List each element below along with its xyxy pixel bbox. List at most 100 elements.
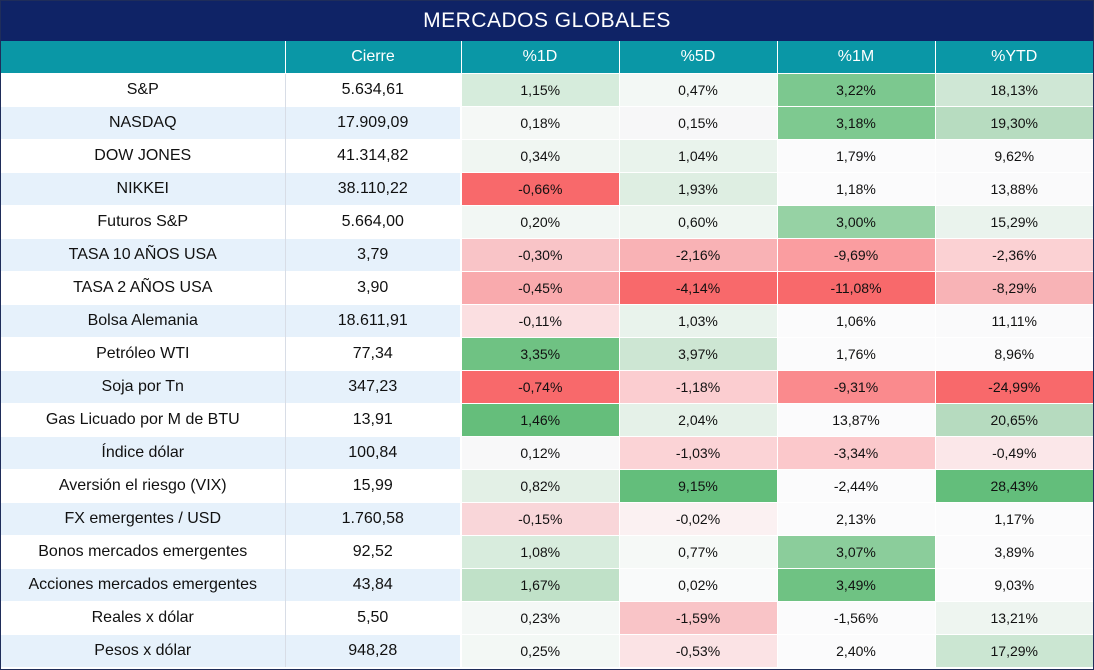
pct-ytd: 3,89% <box>934 535 1093 569</box>
instrument-name: Reales x dólar <box>1 601 286 635</box>
pct-ytd: 18,13% <box>934 73 1093 107</box>
instrument-name: Bolsa Alemania <box>1 304 286 338</box>
pct-ytd: 13,21% <box>934 601 1093 635</box>
close-value: 92,52 <box>284 535 462 569</box>
instrument-name: Soja por Tn <box>1 370 286 404</box>
header-ytd: %YTD <box>934 41 1093 74</box>
instrument-name: Índice dólar <box>1 436 286 470</box>
table-row: Pesos x dólar 948,28 0,25% -0,53% 2,40% 17,29… <box>1 634 1093 667</box>
table-row: Gas Licuado por M de BTU 13,91 1,46% 2,04% 1… <box>1 403 1093 437</box>
header-5d: %5D <box>618 41 777 74</box>
pct-ytd: -2,36% <box>934 238 1093 272</box>
close-value: 3,90 <box>284 271 462 305</box>
pct-1d: 1,08% <box>460 535 619 569</box>
pct-1d: -0,66% <box>460 172 619 206</box>
close-value: 100,84 <box>284 436 462 470</box>
pct-5d: -0,53% <box>618 634 777 667</box>
pct-5d: -2,16% <box>618 238 777 272</box>
header-instrument <box>1 41 285 74</box>
pct-1m: 3,49% <box>776 568 935 602</box>
pct-1d: 1,46% <box>460 403 619 437</box>
pct-5d: 2,04% <box>618 403 777 437</box>
close-value: 18.611,91 <box>284 304 462 338</box>
instrument-name: Bonos mercados emergentes <box>1 535 286 569</box>
header-cierre: Cierre <box>284 41 461 74</box>
pct-1d: -0,11% <box>460 304 619 338</box>
pct-ytd: 17,29% <box>934 634 1093 667</box>
pct-1m: 1,18% <box>776 172 935 206</box>
pct-5d: -1,03% <box>618 436 777 470</box>
pct-ytd: -0,49% <box>934 436 1093 470</box>
table-row: S&P 5.634,61 1,15% 0,47% 3,22% 18,13% <box>1 73 1093 107</box>
pct-ytd: 9,62% <box>934 139 1093 173</box>
pct-1m: 13,87% <box>776 403 935 437</box>
table-row: Aversión el riesgo (VIX) 15,99 0,82% 9,15% -… <box>1 469 1093 503</box>
pct-1m: 1,06% <box>776 304 935 338</box>
instrument-name: NIKKEI <box>1 172 286 206</box>
pct-1d: 0,82% <box>460 469 619 503</box>
close-value: 41.314,82 <box>284 139 462 173</box>
pct-1d: -0,74% <box>460 370 619 404</box>
instrument-name: Aversión el riesgo (VIX) <box>1 469 286 503</box>
table-row: Bonos mercados emergentes 92,52 1,08% 0,77%… <box>1 535 1093 569</box>
table-header: Cierre %1D %5D %1M %YTD <box>1 41 1093 74</box>
pct-ytd: 15,29% <box>934 205 1093 239</box>
table-body: S&P 5.634,61 1,15% 0,47% 3,22% 18,13% NASDAQ 17… <box>1 73 1093 667</box>
pct-ytd: 19,30% <box>934 106 1093 140</box>
pct-1m: 3,18% <box>776 106 935 140</box>
pct-1m: -3,34% <box>776 436 935 470</box>
close-value: 5.634,61 <box>284 73 462 107</box>
table-title: MERCADOS GLOBALES <box>1 1 1093 41</box>
pct-1d: 0,23% <box>460 601 619 635</box>
instrument-name: Gas Licuado por M de BTU <box>1 403 286 437</box>
close-value: 43,84 <box>284 568 462 602</box>
pct-5d: 1,04% <box>618 139 777 173</box>
instrument-name: NASDAQ <box>1 106 286 140</box>
pct-5d: -1,18% <box>618 370 777 404</box>
pct-1d: -0,30% <box>460 238 619 272</box>
pct-1m: -9,69% <box>776 238 935 272</box>
pct-5d: 0,60% <box>618 205 777 239</box>
table-row: TASA 2 AÑOS USA 3,90 -0,45% -4,14% -11,08% -8… <box>1 271 1093 305</box>
close-value: 77,34 <box>284 337 462 371</box>
pct-1d: 0,25% <box>460 634 619 667</box>
table-row: Bolsa Alemania 18.611,91 -0,11% 1,03% 1,06% 1… <box>1 304 1093 338</box>
pct-ytd: 28,43% <box>934 469 1093 503</box>
pct-ytd: -8,29% <box>934 271 1093 305</box>
pct-ytd: 13,88% <box>934 172 1093 206</box>
close-value: 38.110,22 <box>284 172 462 206</box>
table-row: Reales x dólar 5,50 0,23% -1,59% -1,56% 13,21… <box>1 601 1093 635</box>
pct-5d: -4,14% <box>618 271 777 305</box>
instrument-name: FX emergentes / USD <box>1 502 286 536</box>
close-value: 13,91 <box>284 403 462 437</box>
table-row: Futuros S&P 5.664,00 0,20% 0,60% 3,00% 15,29% <box>1 205 1093 239</box>
header-1d: %1D <box>460 41 619 74</box>
table-row: NASDAQ 17.909,09 0,18% 0,15% 3,18% 19,30% <box>1 106 1093 140</box>
pct-1d: 3,35% <box>460 337 619 371</box>
pct-5d: -1,59% <box>618 601 777 635</box>
table-row: NIKKEI 38.110,22 -0,66% 1,93% 1,18% 13,88% <box>1 172 1093 206</box>
close-value: 3,79 <box>284 238 462 272</box>
markets-table: Cierre %1D %5D %1M %YTD S&P 5.634,61 1,15%… <box>1 41 1093 667</box>
pct-1d: 0,18% <box>460 106 619 140</box>
pct-ytd: 20,65% <box>934 403 1093 437</box>
instrument-name: Acciones mercados emergentes <box>1 568 286 602</box>
close-value: 347,23 <box>284 370 462 404</box>
instrument-name: TASA 2 AÑOS USA <box>1 271 286 305</box>
pct-1m: 2,40% <box>776 634 935 667</box>
close-value: 5,50 <box>284 601 462 635</box>
pct-1m: 3,22% <box>776 73 935 107</box>
table-row: TASA 10 AÑOS USA 3,79 -0,30% -2,16% -9,69% -2… <box>1 238 1093 272</box>
pct-ytd: 11,11% <box>934 304 1093 338</box>
instrument-name: DOW JONES <box>1 139 286 173</box>
pct-1m: 3,07% <box>776 535 935 569</box>
pct-5d: -0,02% <box>618 502 777 536</box>
pct-1m: 1,76% <box>776 337 935 371</box>
instrument-name: TASA 10 AÑOS USA <box>1 238 286 272</box>
pct-1d: 1,15% <box>460 73 619 107</box>
pct-1m: 2,13% <box>776 502 935 536</box>
pct-5d: 0,47% <box>618 73 777 107</box>
instrument-name: Pesos x dólar <box>1 634 286 667</box>
instrument-name: Futuros S&P <box>1 205 286 239</box>
